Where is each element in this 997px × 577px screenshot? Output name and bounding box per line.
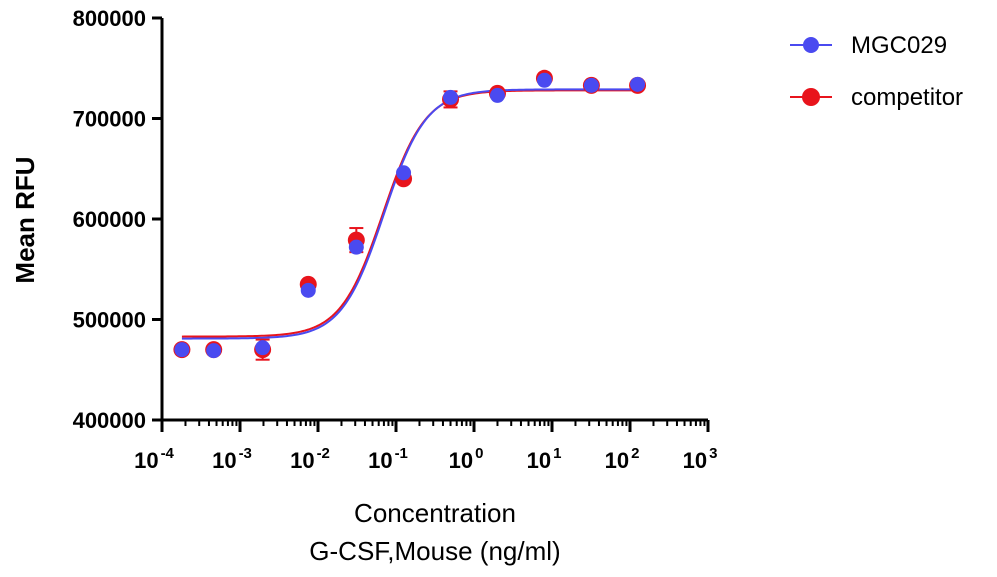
- x-tick-exponent: 2: [631, 445, 639, 462]
- data-point-mgc029: [348, 239, 364, 255]
- legend-label: MGC029: [851, 32, 947, 59]
- y-tick-label: 800000: [73, 6, 146, 31]
- legend: MGC029 competitor: [790, 32, 963, 111]
- data-point-mgc029: [583, 77, 599, 93]
- x-tick-label: 10 -4: [134, 445, 174, 473]
- x-tick-exponent: 0: [475, 445, 483, 462]
- x-tick-label: 10 0: [449, 445, 484, 473]
- x-tick-exponent: -3: [239, 445, 252, 462]
- data-point-mgc029: [630, 76, 646, 92]
- y-tick-label: 700000: [73, 107, 146, 132]
- data-point-mgc029: [206, 343, 222, 359]
- data-point-mgc029: [255, 340, 271, 356]
- x-axis-label-line2: G-CSF,Mouse (ng/ml): [309, 536, 560, 566]
- x-tick-exponent: -1: [395, 445, 408, 462]
- y-tick-label: 600000: [73, 207, 146, 232]
- x-axis-label-line1: Concentration: [354, 498, 516, 528]
- legend-marker: [803, 37, 819, 53]
- x-tick-label: 10 -1: [368, 445, 408, 473]
- legend-label: competitor: [851, 84, 963, 111]
- x-tick-exponent: 3: [709, 445, 717, 462]
- fit-curve-competitor: [181, 89, 638, 338]
- x-tick-exponent: 1: [553, 445, 561, 462]
- data-point-mgc029: [489, 87, 505, 103]
- x-tick-label: 10 2: [605, 445, 640, 473]
- fit-curve-mgc029: [181, 88, 638, 340]
- y-axis-label: Mean RFU: [10, 156, 40, 283]
- x-tick-label: 10 1: [527, 445, 562, 473]
- data-point-mgc029: [174, 342, 190, 358]
- fit-curves: [181, 88, 638, 340]
- x-tick-label: 10 -2: [290, 445, 330, 473]
- data-point-mgc029: [443, 89, 459, 105]
- x-tick-exponent: -4: [161, 445, 175, 462]
- y-tick-label: 400000: [73, 408, 146, 433]
- data-points: [173, 69, 647, 361]
- x-tick-label: 10 -3: [212, 445, 252, 473]
- data-point-mgc029: [536, 72, 552, 88]
- data-point-mgc029: [300, 282, 316, 298]
- legend-marker: [802, 88, 820, 106]
- x-tick-exponent: -2: [317, 445, 330, 462]
- data-point-mgc029: [396, 165, 412, 181]
- x-tick-label: 10 3: [683, 445, 718, 473]
- y-tick-label: 500000: [73, 308, 146, 333]
